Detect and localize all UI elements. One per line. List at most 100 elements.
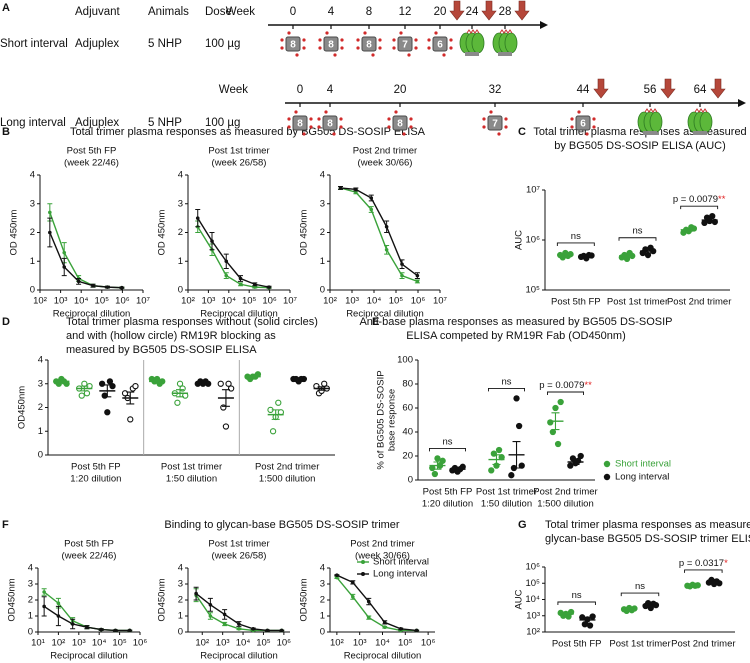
series-line <box>340 187 418 283</box>
x-axis-label: Reciprocal dilution <box>344 651 422 662</box>
red-dot <box>309 117 313 121</box>
y-tick-label: 4 <box>178 563 183 574</box>
data-point <box>76 279 81 284</box>
y-tick-label: 10⁶ <box>526 562 541 573</box>
x-tick-label: 10⁶ <box>277 638 292 649</box>
immunogen-label: 7 <box>492 119 498 130</box>
y-axis-label: OD450nm <box>157 578 168 621</box>
red-dot <box>317 117 321 121</box>
red-dot <box>577 110 581 114</box>
week-number: 32 <box>489 84 502 96</box>
red-dot <box>318 46 322 50</box>
y-tick-label: 10⁵ <box>525 578 540 589</box>
y-tick-label: 100 <box>397 355 413 366</box>
red-dot <box>325 31 329 35</box>
panel-label: B <box>2 126 10 138</box>
trimer-top <box>644 108 658 113</box>
data-point <box>62 265 67 269</box>
week-number: 20 <box>394 84 407 96</box>
comparison-bracket <box>556 242 595 246</box>
panel-title: and with (hollow circle) RM19R blocking … <box>66 330 276 342</box>
bleed-arrow <box>710 78 726 99</box>
red-dot <box>287 125 291 129</box>
immunogen-label: 6 <box>437 40 443 51</box>
data-point <box>577 452 584 460</box>
category-label: Post 2nd trimer <box>667 297 731 308</box>
x-tick-label: 10⁵ <box>95 296 110 307</box>
x-tick-label: 10⁵ <box>242 296 257 307</box>
schedule-header: Adjuvant <box>75 6 121 18</box>
trimer-top <box>694 108 708 113</box>
red-dot <box>356 46 360 50</box>
sem-bar <box>625 607 634 611</box>
chart-title: Post 5th FP <box>64 539 114 550</box>
sem-bar <box>623 254 632 258</box>
data-point <box>98 380 106 387</box>
y-tick-label: 1 <box>178 256 183 267</box>
y-tick-label: 1 <box>178 611 183 622</box>
p-value: ns <box>632 225 642 236</box>
bleed-arrow <box>449 0 465 21</box>
x-tick-label: 10³ <box>72 638 86 649</box>
data-point <box>557 398 564 406</box>
bleed-arrow <box>660 78 676 99</box>
week-number: 56 <box>644 84 657 96</box>
chart-subtitle: (week 30/66) <box>358 158 413 169</box>
data-point <box>252 282 257 287</box>
red-dot <box>280 38 284 42</box>
data-point <box>369 196 374 200</box>
significance-stars: ** <box>718 194 726 205</box>
data-point <box>224 259 229 264</box>
trimer-lobe <box>649 111 663 133</box>
panel-label: D <box>2 316 10 328</box>
panel-label: G <box>518 519 527 531</box>
sem-bar <box>80 385 89 392</box>
sem-bar <box>153 379 162 384</box>
panel-label: C <box>518 126 526 138</box>
sem-bar <box>561 611 570 617</box>
y-axis-label: OD 450nm <box>157 209 168 255</box>
data-point <box>179 385 186 392</box>
p-value: p = 0.0079 <box>673 194 718 205</box>
trimer-base <box>498 52 512 56</box>
data-point <box>488 467 495 474</box>
y-tick-label: 10⁶ <box>526 235 541 246</box>
sem-bar <box>710 580 719 584</box>
y-tick-label: 10⁷ <box>526 185 541 196</box>
data-point <box>104 409 111 416</box>
data-point <box>217 380 224 387</box>
data-point <box>195 216 200 220</box>
comparison-bracket <box>618 237 657 241</box>
data-point <box>99 627 103 632</box>
category-note: 1:20 dilution <box>70 474 121 485</box>
sem-bar <box>583 616 592 625</box>
trimer-lobe <box>699 111 713 133</box>
x-axis-label: Reciprocal dilution <box>346 309 424 320</box>
data-point <box>227 385 235 392</box>
y-tick-label: 0 <box>320 285 325 296</box>
animals: 5 NHP <box>148 38 182 50</box>
category-label: Post 1st trimer <box>609 639 670 650</box>
data-point <box>431 470 439 478</box>
panel-title: Total trimer plasma responses as measure… <box>70 126 426 138</box>
y-tick-label: 10³ <box>526 610 540 621</box>
red-dot <box>387 117 391 121</box>
red-dot <box>570 125 574 129</box>
y-tick-label: 10² <box>526 627 540 638</box>
red-dot <box>302 46 306 50</box>
immunogen-box <box>432 36 448 52</box>
chart-title: Post 2nd trimer <box>350 539 414 550</box>
group-name: Short interval <box>0 38 68 50</box>
week-number: 64 <box>694 84 707 96</box>
immunogen-fp: 8 <box>317 110 343 136</box>
p-value: ns <box>501 376 511 387</box>
data-point <box>279 628 284 633</box>
red-dot <box>378 38 382 42</box>
p-value: p = 0.0317 <box>679 557 724 568</box>
red-dot <box>340 46 344 50</box>
data-point <box>83 390 91 397</box>
immunogen-label: 8 <box>327 119 333 130</box>
series-line <box>336 577 417 632</box>
